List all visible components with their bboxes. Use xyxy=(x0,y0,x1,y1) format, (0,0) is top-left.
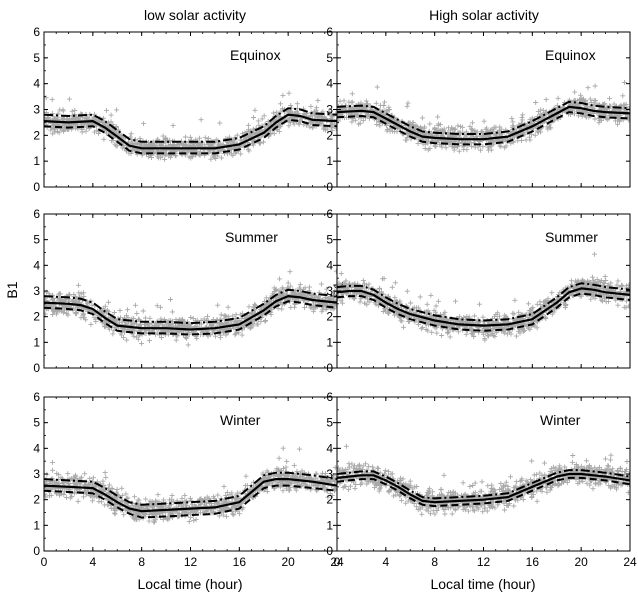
y-tick-label: 4 xyxy=(33,258,40,272)
y-tick-label: 0 xyxy=(326,180,333,194)
y-tick-label: 0 xyxy=(326,361,333,375)
y-tick-label: 0 xyxy=(33,361,40,375)
x-axis-label-left: Local time (hour) xyxy=(137,576,242,592)
y-tick-label: 3 xyxy=(326,467,333,481)
x-tick-label: 24 xyxy=(623,555,637,569)
panel-title: Equinox xyxy=(545,47,596,63)
y-tick-label: 1 xyxy=(326,335,333,349)
y-tick-label: 4 xyxy=(33,77,40,91)
x-tick-label: 4 xyxy=(382,555,389,569)
series-median-line xyxy=(336,287,631,327)
series-median-line xyxy=(43,295,338,331)
x-tick-label: 20 xyxy=(281,555,295,569)
series-upper-line xyxy=(336,282,631,322)
series-median-line xyxy=(336,472,631,504)
x-tick-label: 0 xyxy=(41,555,48,569)
y-tick-label: 1 xyxy=(326,154,333,168)
series-upper-line xyxy=(43,288,338,325)
y-tick-label: 6 xyxy=(326,207,333,221)
x-tick-label: 16 xyxy=(526,555,540,569)
column-title-low: low solar activity xyxy=(144,7,246,23)
y-axis-label-left: B1 xyxy=(4,281,20,298)
x-tick-label: 8 xyxy=(431,555,438,569)
y-tick-label: 5 xyxy=(33,416,40,430)
series-upper-line xyxy=(43,107,338,143)
series-lower-line xyxy=(336,111,631,146)
panel-low-equinox: 0 1 2 3 4 5 6 Equinox xyxy=(33,25,338,194)
y-tick-label: 4 xyxy=(326,258,333,272)
x-axis-label-right: Local time (hour) xyxy=(430,576,535,592)
x-tick-label: 12 xyxy=(477,555,491,569)
series-lower-line xyxy=(43,118,338,155)
series-lower-line xyxy=(336,292,631,332)
y-tick-label: 2 xyxy=(326,128,333,142)
x-tick-label: 16 xyxy=(233,555,247,569)
x-tick-label: 8 xyxy=(138,555,145,569)
series-upper-line xyxy=(336,100,631,135)
y-tick-label: 5 xyxy=(33,51,40,65)
series-lower-line xyxy=(43,300,338,336)
y-tick-label: 2 xyxy=(326,493,333,507)
y-tick-label: 0 xyxy=(33,544,40,558)
y-tick-label: 5 xyxy=(326,233,333,247)
y-tick-label: 3 xyxy=(326,103,333,117)
y-tick-label: 5 xyxy=(326,51,333,65)
panel-title: Equinox xyxy=(230,47,281,63)
y-tick-label: 0 xyxy=(33,180,40,194)
panel-title: Winter xyxy=(540,412,581,428)
y-tick-label: 4 xyxy=(326,441,333,455)
y-tick-label: 1 xyxy=(326,518,333,532)
y-tick-label: 5 xyxy=(33,233,40,247)
series-lower-line xyxy=(43,484,338,519)
y-tick-label: 3 xyxy=(326,284,333,298)
y-tick-label: 3 xyxy=(33,284,40,298)
y-tick-label: 4 xyxy=(326,77,333,91)
y-tick-label: 1 xyxy=(33,154,40,168)
y-tick-label: 1 xyxy=(33,335,40,349)
y-tick-label: 1 xyxy=(33,518,40,532)
scatter-points xyxy=(337,251,630,343)
y-tick-label: 2 xyxy=(33,493,40,507)
x-tick-label: 4 xyxy=(89,555,96,569)
x-tick-label: 12 xyxy=(184,555,198,569)
scatter-points xyxy=(44,445,337,525)
y-tick-label: 0 xyxy=(326,544,333,558)
y-tick-label: 4 xyxy=(33,441,40,455)
panel-low-summer: 0 1 2 3 4 5 6 Summer xyxy=(33,207,338,375)
panel-title: Summer xyxy=(225,229,278,245)
column-title-high: High solar activity xyxy=(429,7,539,23)
series-median-line xyxy=(43,113,338,150)
y-tick-label: 6 xyxy=(33,390,40,404)
y-tick-label: 3 xyxy=(33,103,40,117)
y-tick-label: 6 xyxy=(33,25,40,39)
y-tick-label: 2 xyxy=(33,310,40,324)
scatter-points xyxy=(337,80,630,154)
y-tick-label: 6 xyxy=(326,390,333,404)
x-tick-label: 24 xyxy=(330,555,344,569)
y-tick-label: 3 xyxy=(33,467,40,481)
x-tick-label: 0 xyxy=(334,555,341,569)
panel-title: Summer xyxy=(545,229,598,245)
series-upper-line xyxy=(43,471,338,506)
panel-title: Winter xyxy=(220,412,261,428)
scatter-points xyxy=(337,443,630,517)
series-lower-line xyxy=(336,476,631,508)
y-tick-label: 6 xyxy=(326,25,333,39)
panel-high-equinox: 0 1 2 3 4 5 6 Equinox xyxy=(326,25,631,194)
y-tick-label: 5 xyxy=(326,416,333,430)
series-median-line xyxy=(43,478,338,513)
x-tick-label: 20 xyxy=(574,555,588,569)
y-tick-label: 6 xyxy=(33,207,40,221)
series-median-line xyxy=(336,105,631,141)
scatter-points xyxy=(44,90,337,162)
axes-frame xyxy=(43,31,338,188)
y-tick-label: 2 xyxy=(33,128,40,142)
panel-high-summer: 0 1 2 3 4 5 6 Summer xyxy=(326,207,631,375)
y-tick-label: 2 xyxy=(326,310,333,324)
